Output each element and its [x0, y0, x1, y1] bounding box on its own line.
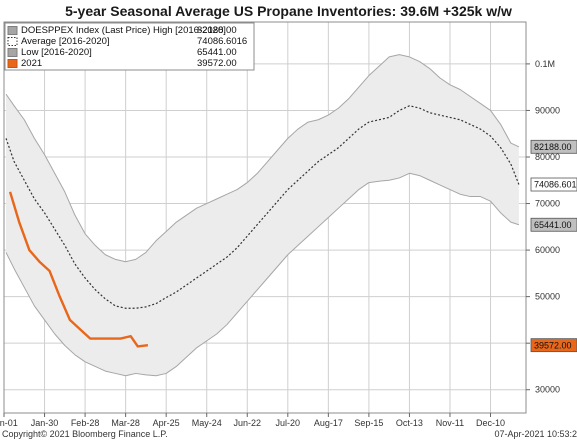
legend-swatch: [7, 59, 18, 68]
legend-entry-name: Low [2016-2020]: [21, 47, 92, 58]
y-tick-label: 30000: [535, 385, 560, 395]
value-tag-box: [530, 177, 577, 192]
x-tick-label: Nov-11: [436, 418, 464, 428]
legend-swatch: [7, 48, 18, 57]
y-tick-label: 60000: [535, 245, 560, 255]
legend-entry-name: DOESPPEX Index (Last Price) High [2016-2…: [21, 25, 226, 36]
x-tick-label: Apr-25: [153, 418, 180, 428]
x-tick-label: Jan-01: [0, 418, 18, 428]
x-tick-label: Dec-10: [476, 418, 505, 428]
plot-border: [3, 21, 527, 414]
x-tick-label: May-24: [192, 418, 222, 428]
value-tag-label: 39572.00: [534, 340, 572, 350]
y-tick-label: 80000: [535, 152, 560, 162]
x-tick-label: Jul-20: [276, 418, 301, 428]
legend-swatch: [7, 37, 18, 46]
plot-frame: [3, 21, 527, 414]
legend: DOESPPEX Index (Last Price) High [2016-2…: [4, 22, 255, 71]
legend-entry-value: 82188.00: [197, 25, 237, 36]
value-tag-box: [530, 139, 577, 154]
legend-entry-value: 39572.00: [197, 58, 237, 69]
last-value-tags: 82188.00 74086.6016 65441.00 39572.00: [530, 139, 577, 353]
high-low-band: [6, 54, 519, 376]
value-tag-box: [530, 338, 577, 353]
x-tick-label: Oct-13: [396, 418, 423, 428]
y-tick-label: 50000: [535, 292, 560, 302]
series-2021-line: [8, 191, 149, 348]
legend-swatch: [7, 26, 18, 35]
y-tick-label: 0.1M: [535, 59, 555, 69]
x-tick-label: Sep-15: [354, 418, 383, 428]
value-tag-box: [530, 217, 577, 232]
x-tick-label: Jan-30: [31, 418, 59, 428]
legend-entry-name: Average [2016-2020]: [21, 36, 110, 47]
x-tick-label: Jun-22: [233, 418, 261, 428]
chart-title: 5-year Seasonal Average US Propane Inven…: [65, 3, 512, 19]
y-tick-label: 90000: [535, 105, 560, 115]
value-tag-label: 82188.00: [534, 142, 572, 152]
copyright-footer: Copyright© 2021 Bloomberg Finance L.P.: [2, 429, 168, 439]
value-tag-label: 74086.6016: [534, 180, 577, 190]
x-tick-label: Mar-28: [111, 418, 140, 428]
legend-entry-value: 65441.00: [197, 47, 237, 58]
timestamp-footer: 07-Apr-2021 10:53:2: [494, 429, 577, 439]
series-lines: [5, 54, 520, 377]
legend-entry-value: 74086.6016: [197, 36, 247, 47]
low-series-line: [5, 172, 520, 377]
high-low-band-area: [6, 54, 519, 376]
x-tick-label: Feb-28: [71, 418, 100, 428]
x-axis-ticks: Jan-01 Jan-30 Feb-28 Mar-28 Apr-25 May-24 Jun-…: [0, 413, 505, 428]
high-series-line: [5, 54, 520, 263]
x-tick-label: Aug-17: [314, 418, 343, 428]
average-series-line: [5, 105, 520, 309]
legend-box: [4, 22, 255, 71]
legend-entry-name: 2021: [21, 58, 42, 69]
y-tick-label: 70000: [535, 199, 560, 209]
value-tag-label: 65441.00: [534, 220, 572, 230]
